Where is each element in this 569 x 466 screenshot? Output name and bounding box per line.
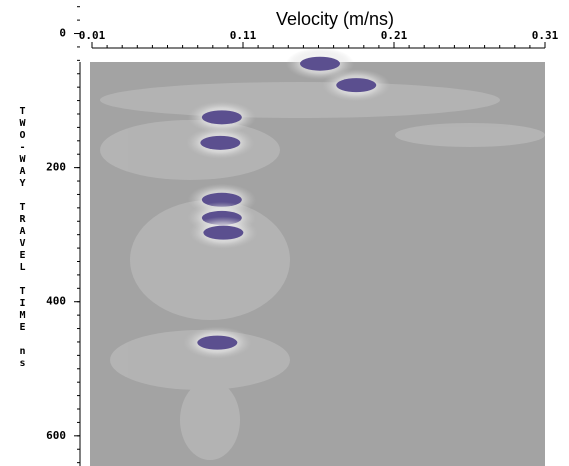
y-tick-label: 400 bbox=[46, 295, 66, 308]
y-axis-label: TWO-WAY TRAVEL TIME ns bbox=[17, 106, 28, 370]
x-tick-label: 0.11 bbox=[230, 29, 257, 42]
semblance-peak bbox=[336, 78, 377, 93]
semblance-peak bbox=[197, 335, 238, 350]
y-tick-label: 200 bbox=[46, 161, 66, 174]
x-tick-label: 0.21 bbox=[381, 29, 408, 42]
semblance-peak bbox=[203, 225, 244, 240]
semblance-peak bbox=[200, 135, 241, 150]
x-tick-label: 0.01 bbox=[79, 29, 106, 42]
semblance-peak bbox=[300, 56, 341, 71]
y-tick-label: 600 bbox=[46, 429, 66, 442]
x-tick-label: 0.31 bbox=[532, 29, 559, 42]
chart-title: Velocity (m/ns) bbox=[276, 9, 394, 29]
semblance-peak bbox=[201, 110, 242, 125]
y-tick-label: 0 bbox=[59, 27, 66, 40]
minor-ticks bbox=[77, 6, 546, 464]
